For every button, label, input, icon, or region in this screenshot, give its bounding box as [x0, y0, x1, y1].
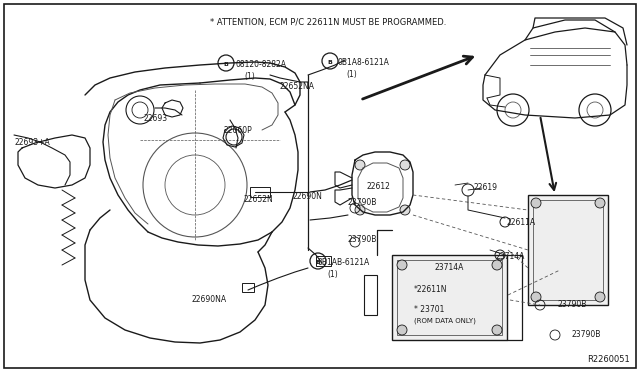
Text: 23790B: 23790B [558, 300, 588, 309]
Circle shape [397, 325, 407, 335]
Circle shape [492, 325, 502, 335]
Text: 22690NA: 22690NA [192, 295, 227, 304]
Text: * ATTENTION, ECM P/C 22611N MUST BE PROGRAMMED.: * ATTENTION, ECM P/C 22611N MUST BE PROG… [210, 18, 446, 27]
Circle shape [355, 205, 365, 215]
Text: 22652N: 22652N [243, 195, 273, 204]
Circle shape [531, 198, 541, 208]
Circle shape [492, 260, 502, 270]
Bar [397, 260, 502, 335]
Bar [533, 200, 603, 300]
Circle shape [355, 160, 365, 170]
Bar [364, 275, 377, 315]
Text: 22060P: 22060P [224, 126, 253, 135]
Text: 23790B: 23790B [348, 235, 378, 244]
Bar [250, 187, 270, 197]
Text: 22690N: 22690N [293, 192, 323, 201]
Bar [392, 255, 507, 340]
Circle shape [400, 160, 410, 170]
Text: B: B [316, 260, 321, 264]
Circle shape [531, 292, 541, 302]
Text: (ROM DATA ONLY): (ROM DATA ONLY) [414, 318, 476, 324]
Text: R2260051: R2260051 [588, 355, 630, 364]
Circle shape [595, 198, 605, 208]
Text: 0B1AB-6121A: 0B1AB-6121A [318, 258, 371, 267]
Text: 22652NA: 22652NA [280, 82, 315, 91]
Circle shape [595, 292, 605, 302]
Bar [528, 195, 608, 305]
Text: (1): (1) [346, 70, 356, 79]
Text: (1): (1) [327, 270, 338, 279]
Text: 23714A: 23714A [496, 252, 525, 261]
Text: 22693: 22693 [143, 114, 167, 123]
Text: 0B1A8-6121A: 0B1A8-6121A [338, 58, 390, 67]
Bar [316, 256, 331, 266]
Text: 23790B: 23790B [348, 198, 378, 207]
Text: (1): (1) [244, 72, 255, 81]
Bar [242, 283, 254, 292]
Circle shape [397, 260, 407, 270]
Text: 23790B: 23790B [572, 330, 602, 339]
Text: 23714A: 23714A [435, 263, 465, 272]
Text: *22611N: *22611N [414, 285, 447, 294]
Text: * 23701: * 23701 [414, 305, 444, 314]
Text: B: B [328, 60, 332, 64]
Text: 22611A: 22611A [507, 218, 536, 227]
Text: 22612: 22612 [367, 182, 391, 191]
Text: 08120-8282A: 08120-8282A [235, 60, 286, 69]
Circle shape [400, 205, 410, 215]
Text: 22693+A: 22693+A [14, 138, 50, 147]
Text: B: B [223, 61, 228, 67]
Text: 22619: 22619 [474, 183, 498, 192]
